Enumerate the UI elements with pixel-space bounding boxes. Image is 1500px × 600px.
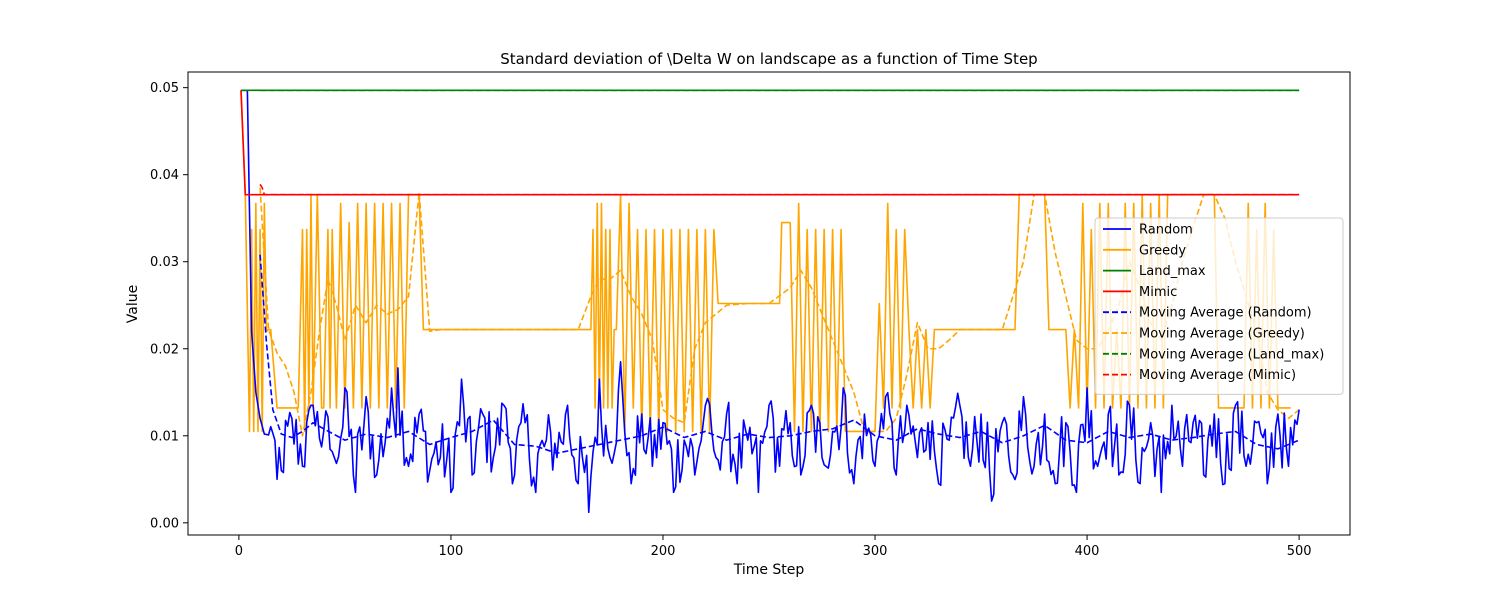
x-axis-title: Time Step [733, 562, 805, 578]
x-tick-label: 400 [1075, 544, 1100, 559]
legend-label: Moving Average (Land_max) [1139, 347, 1324, 362]
y-tick-label: 0.05 [150, 81, 179, 96]
series-line-moving-average-random [259, 254, 1300, 454]
y-axis-title: Value [125, 285, 141, 323]
plot-area [240, 89, 1300, 514]
x-tick-label: 100 [439, 544, 464, 559]
legend-label: Moving Average (Greedy) [1139, 327, 1305, 342]
x-tick-label: 300 [863, 544, 888, 559]
axes: 0 100 200 300 400 500 0.00 0.01 0.02 0.03 0.04 0.05 [150, 71, 1351, 559]
x-tick-label: 0 [235, 544, 243, 559]
x-tick-label: 500 [1287, 544, 1312, 559]
plot-frame [187, 71, 1351, 536]
legend-label: Mimic [1139, 285, 1177, 300]
series-line-moving-average-greedy [259, 187, 1300, 437]
legend-label: Greedy [1139, 243, 1186, 258]
x-tick-label: 200 [651, 544, 676, 559]
y-tick-label: 0.02 [150, 342, 179, 357]
series-line-moving-average-mimic [259, 183, 1300, 196]
y-tick-label: 0.00 [150, 516, 179, 531]
series-group [240, 89, 1300, 514]
y-tick-label: 0.01 [150, 429, 179, 444]
y-tick-label: 0.03 [150, 255, 179, 270]
chart-title: Standard deviation of \Delta W on landsc… [500, 50, 1037, 68]
legend-box [1094, 217, 1344, 395]
legend: Random Greedy Land_max Mimic Moving Average … [1094, 217, 1344, 395]
y-tick-label: 0.04 [150, 168, 179, 183]
series-line-random [241, 89, 1300, 514]
legend-label: Random [1139, 223, 1193, 238]
legend-label: Land_max [1139, 264, 1206, 279]
legend-label: Moving Average (Random) [1139, 306, 1312, 321]
legend-label: Moving Average (Mimic) [1139, 368, 1296, 383]
